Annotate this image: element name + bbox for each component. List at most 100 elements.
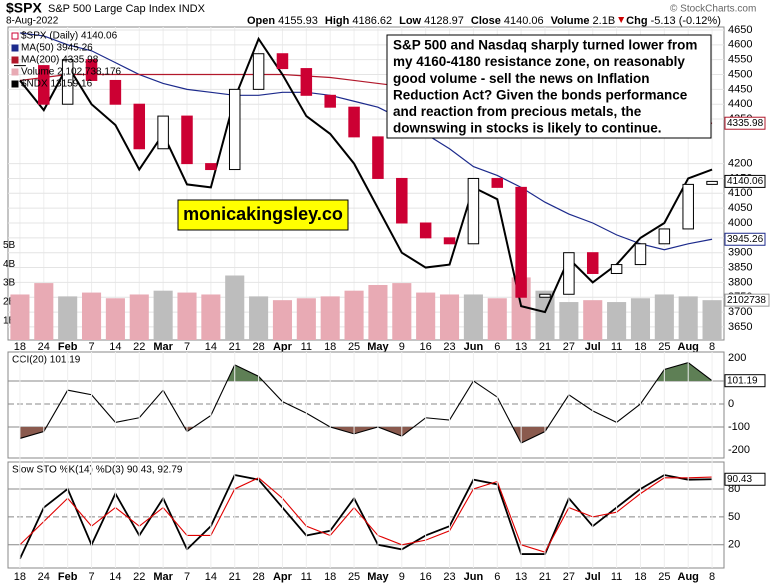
- quote-label: Low: [399, 15, 421, 27]
- watermark: monicakingsley.co: [183, 204, 343, 224]
- x-tick-label: 14: [109, 571, 121, 583]
- legend-label: $SPX (Daily) 4140.06: [21, 31, 118, 42]
- chart-subtitle: S&P 500 Large Cap Index INDX: [48, 3, 206, 15]
- legend-label: MA(50) 3945.26: [21, 43, 93, 54]
- candle: [205, 163, 217, 171]
- x-tick-label: 13: [515, 571, 527, 583]
- panel-frame: [7, 351, 725, 459]
- x-tick-label: 28: [252, 341, 264, 353]
- candle: [300, 68, 313, 96]
- x-tick-label: 18: [324, 341, 336, 353]
- x-tick-label: 6: [494, 571, 500, 583]
- candle: [491, 177, 504, 188]
- candle: [85, 59, 98, 81]
- y-tick-label: 3650: [728, 321, 752, 333]
- annotation-text: my 4160-4180 resistance zone, on reasona…: [393, 54, 685, 69]
- y-tick-label: 50: [728, 511, 740, 523]
- legend-swatch: [11, 44, 19, 52]
- panel-frame: [7, 26, 725, 341]
- annotation-text: downswing in stocks is likely to continu…: [393, 121, 662, 136]
- x-tick-label: 25: [658, 341, 670, 353]
- annotation-text: Reduction Act? Given the bonds performan…: [393, 87, 688, 102]
- value-tag: 90.43: [727, 474, 752, 485]
- x-tick-label: Apr: [273, 571, 293, 583]
- x-tick-label: 18: [634, 571, 646, 583]
- series-line: [19, 476, 713, 553]
- volume-bar: [249, 296, 269, 340]
- x-tick-label: 23: [443, 571, 455, 583]
- value-tag-box: [724, 174, 766, 188]
- x-tick-label: 18: [14, 341, 26, 353]
- volume-bar: [654, 294, 674, 340]
- volume-bar: [392, 283, 412, 340]
- value-tag-box: [724, 374, 766, 388]
- candle: [157, 115, 169, 150]
- y-tick-label: 3900: [728, 247, 752, 259]
- value-tag: 101.19: [727, 375, 758, 386]
- volume-bar: [129, 294, 149, 340]
- y-tick-label: 4200: [728, 158, 752, 170]
- x-tick-label: 8: [709, 341, 715, 353]
- series-line: [19, 36, 713, 314]
- x-tick-label: 16: [420, 571, 432, 583]
- x-tick-label: 11: [611, 571, 622, 583]
- value-tag: 4335.98: [727, 118, 764, 129]
- volume-bar: [344, 290, 364, 340]
- legend-swatch: [11, 68, 19, 76]
- volume-bar: [320, 296, 340, 340]
- x-tick-label: 6: [494, 341, 500, 353]
- y-tick-label: 4400: [728, 98, 752, 110]
- candle: [109, 79, 122, 105]
- x-tick-label: 7: [88, 341, 94, 353]
- candle: [467, 177, 480, 245]
- x-tick-label: Aug: [678, 571, 699, 583]
- series-line: [19, 32, 713, 251]
- x-tick-label: Mar: [153, 571, 173, 583]
- y-tick-label: 4650: [728, 24, 752, 36]
- x-tick-label: 18: [324, 571, 336, 583]
- value-tag-box: [724, 232, 766, 246]
- y2-tick-label: 4B: [3, 259, 16, 270]
- x-tick-label: 11: [301, 571, 312, 583]
- x-tick-label: Mar: [153, 341, 173, 353]
- x-tick-label: Jul: [585, 341, 601, 353]
- candle: [515, 186, 527, 298]
- panel-title: Slow STO %K(14) %D(3) 90.43, 92.79: [12, 465, 183, 476]
- volume-bar: [463, 294, 483, 340]
- candle: [276, 53, 289, 70]
- credit: © StockCharts.com: [670, 4, 756, 15]
- annotation-text: good volume - sell the news on Inflation: [393, 71, 650, 86]
- volume-tag-box: [724, 293, 770, 307]
- volume-bar: [34, 283, 54, 340]
- y-tick-label: 4050: [728, 202, 752, 214]
- x-tick-label: 28: [252, 571, 264, 583]
- candle: [634, 243, 647, 266]
- quote-value: 4155.93: [278, 15, 318, 27]
- candle: [372, 136, 384, 179]
- x-tick-label: 21: [229, 341, 241, 353]
- volume-bar: [583, 300, 603, 340]
- candle: [443, 237, 456, 245]
- x-tick-label: Feb: [58, 341, 78, 353]
- x-tick-label: 9: [399, 341, 405, 353]
- volume-bar: [702, 300, 722, 340]
- x-tick-label: 11: [301, 341, 312, 353]
- candle: [610, 264, 623, 274]
- x-tick-label: 13: [515, 341, 527, 353]
- candle: [38, 65, 50, 105]
- panel-title: CCI(20) 101.19: [12, 355, 81, 366]
- legend-swatch: [11, 56, 19, 64]
- x-tick-label: 16: [420, 341, 432, 353]
- candle: [563, 252, 575, 295]
- panel-frame: [7, 461, 725, 569]
- volume-bar: [105, 298, 125, 340]
- x-tick-label: Aug: [678, 341, 699, 353]
- series-line: [19, 361, 713, 444]
- x-tick-label: May: [367, 341, 389, 353]
- candle: [706, 180, 718, 185]
- legend-label: Volume 2,102,738,176: [21, 67, 122, 78]
- x-tick-label: 14: [205, 571, 217, 583]
- x-tick-label: 7: [88, 571, 94, 583]
- x-tick-label: 22: [133, 341, 145, 353]
